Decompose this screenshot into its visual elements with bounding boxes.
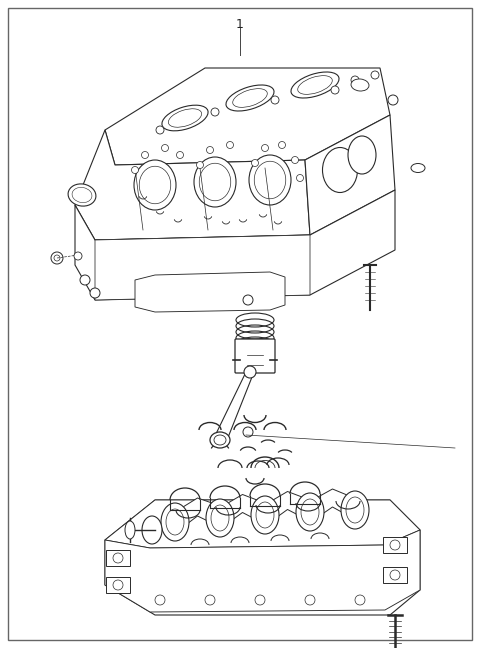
Circle shape bbox=[161, 145, 168, 152]
Circle shape bbox=[113, 553, 123, 563]
Polygon shape bbox=[75, 130, 310, 240]
Circle shape bbox=[205, 595, 215, 605]
Ellipse shape bbox=[142, 516, 162, 544]
Circle shape bbox=[388, 95, 398, 105]
Ellipse shape bbox=[291, 72, 339, 98]
Circle shape bbox=[74, 252, 82, 260]
Ellipse shape bbox=[351, 79, 369, 91]
Circle shape bbox=[80, 275, 90, 285]
FancyBboxPatch shape bbox=[235, 339, 275, 373]
Ellipse shape bbox=[210, 432, 230, 448]
Ellipse shape bbox=[233, 89, 267, 108]
FancyBboxPatch shape bbox=[106, 550, 130, 566]
Circle shape bbox=[90, 288, 100, 298]
Ellipse shape bbox=[168, 109, 202, 127]
Polygon shape bbox=[95, 235, 310, 300]
Ellipse shape bbox=[296, 493, 324, 531]
Circle shape bbox=[227, 141, 233, 148]
Ellipse shape bbox=[256, 502, 274, 528]
Ellipse shape bbox=[161, 503, 189, 541]
Ellipse shape bbox=[236, 313, 274, 327]
Polygon shape bbox=[183, 498, 212, 527]
Ellipse shape bbox=[194, 157, 236, 207]
Ellipse shape bbox=[134, 160, 176, 210]
Ellipse shape bbox=[162, 105, 208, 131]
Polygon shape bbox=[105, 68, 390, 165]
Polygon shape bbox=[213, 372, 254, 440]
Circle shape bbox=[271, 96, 279, 104]
Circle shape bbox=[297, 174, 303, 181]
FancyBboxPatch shape bbox=[8, 8, 472, 640]
Ellipse shape bbox=[341, 491, 369, 529]
Circle shape bbox=[243, 295, 253, 305]
Circle shape bbox=[390, 570, 400, 580]
Circle shape bbox=[252, 159, 259, 167]
Circle shape bbox=[291, 157, 299, 163]
Ellipse shape bbox=[206, 499, 234, 537]
Circle shape bbox=[51, 252, 63, 264]
Polygon shape bbox=[318, 489, 347, 517]
Circle shape bbox=[390, 540, 400, 550]
Circle shape bbox=[211, 108, 219, 116]
Circle shape bbox=[54, 255, 60, 261]
Circle shape bbox=[278, 141, 286, 148]
Polygon shape bbox=[75, 190, 395, 300]
Circle shape bbox=[206, 146, 214, 154]
Ellipse shape bbox=[254, 161, 286, 199]
Ellipse shape bbox=[226, 85, 274, 111]
Circle shape bbox=[255, 595, 265, 605]
Ellipse shape bbox=[346, 497, 364, 523]
Polygon shape bbox=[273, 491, 302, 520]
Ellipse shape bbox=[72, 187, 92, 203]
Ellipse shape bbox=[249, 155, 291, 205]
Ellipse shape bbox=[298, 76, 332, 95]
Ellipse shape bbox=[214, 435, 226, 445]
Polygon shape bbox=[105, 500, 420, 548]
Circle shape bbox=[177, 152, 183, 159]
Ellipse shape bbox=[68, 184, 96, 206]
Polygon shape bbox=[105, 500, 420, 615]
FancyBboxPatch shape bbox=[383, 567, 407, 583]
Circle shape bbox=[196, 161, 204, 168]
Polygon shape bbox=[305, 115, 395, 235]
Circle shape bbox=[132, 167, 139, 174]
Circle shape bbox=[351, 76, 359, 84]
Ellipse shape bbox=[348, 136, 376, 174]
FancyBboxPatch shape bbox=[383, 537, 407, 553]
Circle shape bbox=[355, 595, 365, 605]
Ellipse shape bbox=[323, 148, 358, 192]
Circle shape bbox=[371, 71, 379, 79]
Circle shape bbox=[156, 126, 164, 134]
Circle shape bbox=[244, 366, 256, 378]
Ellipse shape bbox=[199, 163, 231, 201]
Polygon shape bbox=[228, 494, 257, 523]
Ellipse shape bbox=[125, 521, 135, 539]
Circle shape bbox=[243, 427, 253, 437]
Text: 1: 1 bbox=[236, 18, 244, 31]
Circle shape bbox=[113, 580, 123, 590]
Circle shape bbox=[262, 145, 268, 152]
Polygon shape bbox=[135, 272, 285, 312]
Circle shape bbox=[331, 86, 339, 94]
Polygon shape bbox=[105, 530, 420, 612]
Ellipse shape bbox=[211, 505, 229, 531]
Ellipse shape bbox=[139, 167, 171, 203]
Circle shape bbox=[142, 152, 148, 159]
Ellipse shape bbox=[166, 509, 184, 535]
Ellipse shape bbox=[251, 496, 279, 534]
Circle shape bbox=[155, 595, 165, 605]
Ellipse shape bbox=[301, 499, 319, 525]
Circle shape bbox=[305, 595, 315, 605]
Ellipse shape bbox=[411, 163, 425, 172]
FancyBboxPatch shape bbox=[106, 577, 130, 593]
